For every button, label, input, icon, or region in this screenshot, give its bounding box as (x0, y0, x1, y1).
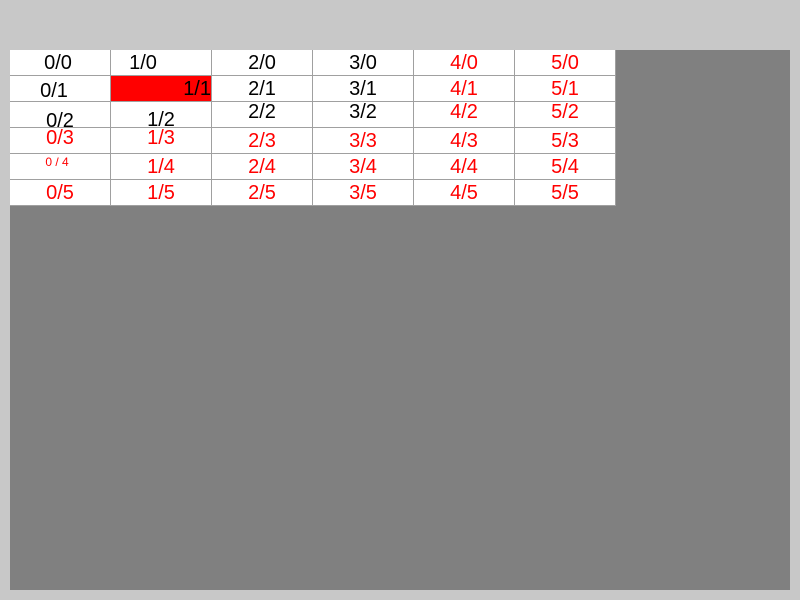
grid-cell-5-5[interactable]: 5/5 (515, 180, 616, 206)
grid-cell-3-3[interactable]: 3/3 (313, 128, 414, 154)
grid-cell-4-2[interactable]: 4/2 (414, 102, 515, 128)
grid-cell-label: 5/0 (551, 52, 579, 74)
grid-cell-label: 4/2 (450, 102, 478, 123)
grid-cell-0-5[interactable]: 0/5 (10, 180, 111, 206)
grid-cell-label: 0/3 (46, 128, 74, 149)
grid-cell-1-4[interactable]: 1/4 (111, 154, 212, 180)
grid-cell-3-1[interactable]: 3/1 (313, 76, 414, 102)
grid-cell-3-5[interactable]: 3/5 (313, 180, 414, 206)
grid-cell-5-3[interactable]: 5/3 (515, 128, 616, 154)
grid-cell-5-4[interactable]: 5/4 (515, 154, 616, 180)
grid-cell-1-1[interactable]: 1/1 (111, 76, 212, 102)
grid-cell-label: 1/3 (147, 128, 175, 149)
grid-cell-label: 2/4 (248, 156, 276, 178)
grid-cell-2-1[interactable]: 2/1 (212, 76, 313, 102)
grid-cell-2-3[interactable]: 2/3 (212, 128, 313, 154)
grid-cell-label: 5/1 (551, 78, 579, 100)
grid-cell-label: 2/0 (248, 52, 276, 74)
cell-grid: 0/0 1/0 2/0 3/0 4/0 5/0 0/1 1/1 2/1 3/1 4/1 5/1 0/2 1… (10, 50, 616, 206)
grid-cell-label: 4/1 (450, 78, 478, 100)
grid-cell-label: 5/5 (551, 182, 579, 204)
grid-cell-0-3[interactable]: 0/3 (10, 128, 111, 154)
grid-cell-4-4[interactable]: 4/4 (414, 154, 515, 180)
grid-cell-label: 3/2 (349, 102, 377, 123)
grid-cell-3-4[interactable]: 3/4 (313, 154, 414, 180)
grid-cell-label: 2/1 (248, 78, 276, 100)
grid-cell-3-2[interactable]: 3/2 (313, 102, 414, 128)
grid-cell-label: 1/1 (183, 78, 211, 100)
grid-cell-label: 3/5 (349, 182, 377, 204)
viewport: 0/0 1/0 2/0 3/0 4/0 5/0 0/1 1/1 2/1 3/1 4/1 5/1 0/2 1… (10, 50, 790, 590)
grid-cell-4-5[interactable]: 4/5 (414, 180, 515, 206)
grid-cell-label: 1/5 (147, 182, 175, 204)
grid-cell-5-2[interactable]: 5/2 (515, 102, 616, 128)
grid-cell-1-2[interactable]: 1/2 (111, 102, 212, 128)
grid-cell-label: 2/2 (248, 102, 276, 123)
grid-cell-label: 5/4 (551, 156, 579, 178)
grid-cell-2-5[interactable]: 2/5 (212, 180, 313, 206)
grid-cell-label: 0/1 (40, 80, 68, 102)
grid-cell-1-0[interactable]: 1/0 (111, 50, 212, 76)
grid-cell-label: 3/3 (349, 130, 377, 152)
grid-cell-5-0[interactable]: 5/0 (515, 50, 616, 76)
grid-cell-0-1[interactable]: 0/1 (10, 76, 111, 102)
grid-cell-4-0[interactable]: 4/0 (414, 50, 515, 76)
grid-cell-4-3[interactable]: 4/3 (414, 128, 515, 154)
grid-cell-label: 0/5 (46, 182, 74, 204)
grid-cell-label: 1/2 (147, 109, 175, 128)
grid-cell-2-4[interactable]: 2/4 (212, 154, 313, 180)
grid-cell-label: 3/0 (349, 52, 377, 74)
grid-cell-label: 0/0 (44, 52, 72, 74)
grid-cell-1-5[interactable]: 1/5 (111, 180, 212, 206)
grid-cell-label: 5/2 (551, 102, 579, 123)
grid-cell-label: 2/3 (248, 130, 276, 152)
grid-cell-label: 2/5 (248, 182, 276, 204)
grid-cell-label: 3/1 (349, 78, 377, 100)
grid-cell-2-0[interactable]: 2/0 (212, 50, 313, 76)
grid-cell-label: 1/4 (147, 156, 175, 178)
grid-cell-label: 4/0 (450, 52, 478, 74)
grid-cell-2-2[interactable]: 2/2 (212, 102, 313, 128)
grid-cell-0-2[interactable]: 0/2 (10, 102, 111, 128)
grid-cell-5-1[interactable]: 5/1 (515, 76, 616, 102)
grid-cell-label: 4/5 (450, 182, 478, 204)
grid-cell-3-0[interactable]: 3/0 (313, 50, 414, 76)
grid-cell-0-4[interactable]: 0 / 4 (10, 154, 111, 180)
grid-cell-0-0[interactable]: 0/0 (10, 50, 111, 76)
grid-cell-label: 3/4 (349, 156, 377, 178)
grid-cell-4-1[interactable]: 4/1 (414, 76, 515, 102)
grid-cell-label: 4/4 (450, 156, 478, 178)
grid-cell-label: 0 / 4 (45, 155, 69, 169)
grid-cell-label: 5/3 (551, 130, 579, 152)
grid-cell-label: 0/2 (46, 110, 74, 128)
grid-cell-1-3[interactable]: 1/3 (111, 128, 212, 154)
grid-cell-label: 1/0 (129, 52, 157, 74)
grid-cell-label: 4/3 (450, 130, 478, 152)
